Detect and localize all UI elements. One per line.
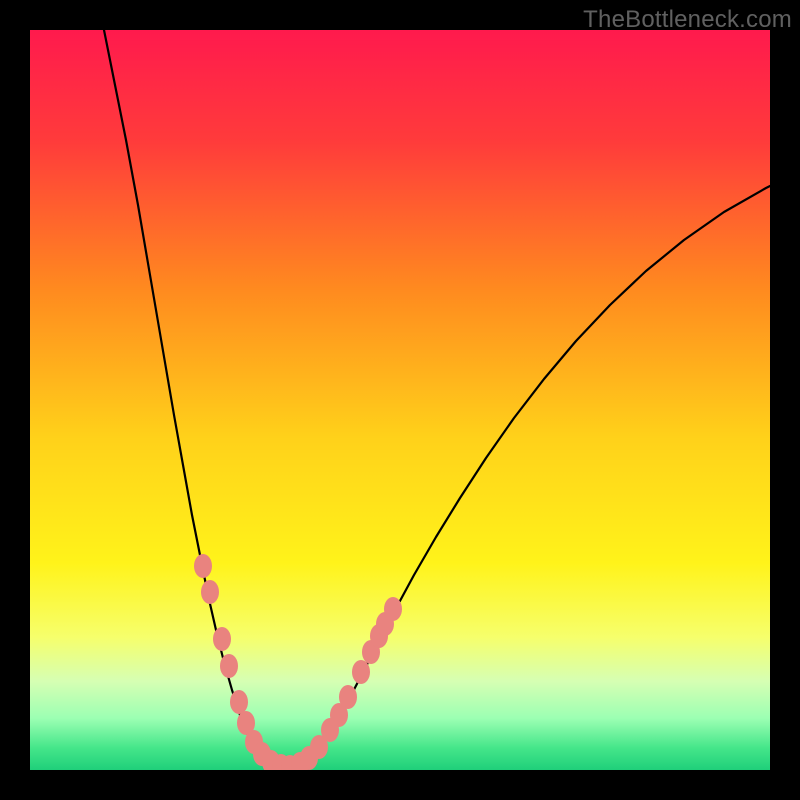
marker-left-2: [213, 627, 231, 651]
marker-right-10: [384, 597, 402, 621]
plot-area: [30, 30, 770, 770]
marker-left-4: [230, 690, 248, 714]
marker-left-1: [201, 580, 219, 604]
marker-right-6: [352, 660, 370, 684]
watermark-text: TheBottleneck.com: [583, 6, 792, 34]
marker-left-3: [220, 654, 238, 678]
gradient-background: [30, 30, 770, 770]
marker-right-5: [339, 685, 357, 709]
marker-left-0: [194, 554, 212, 578]
plot-svg: [30, 30, 770, 770]
